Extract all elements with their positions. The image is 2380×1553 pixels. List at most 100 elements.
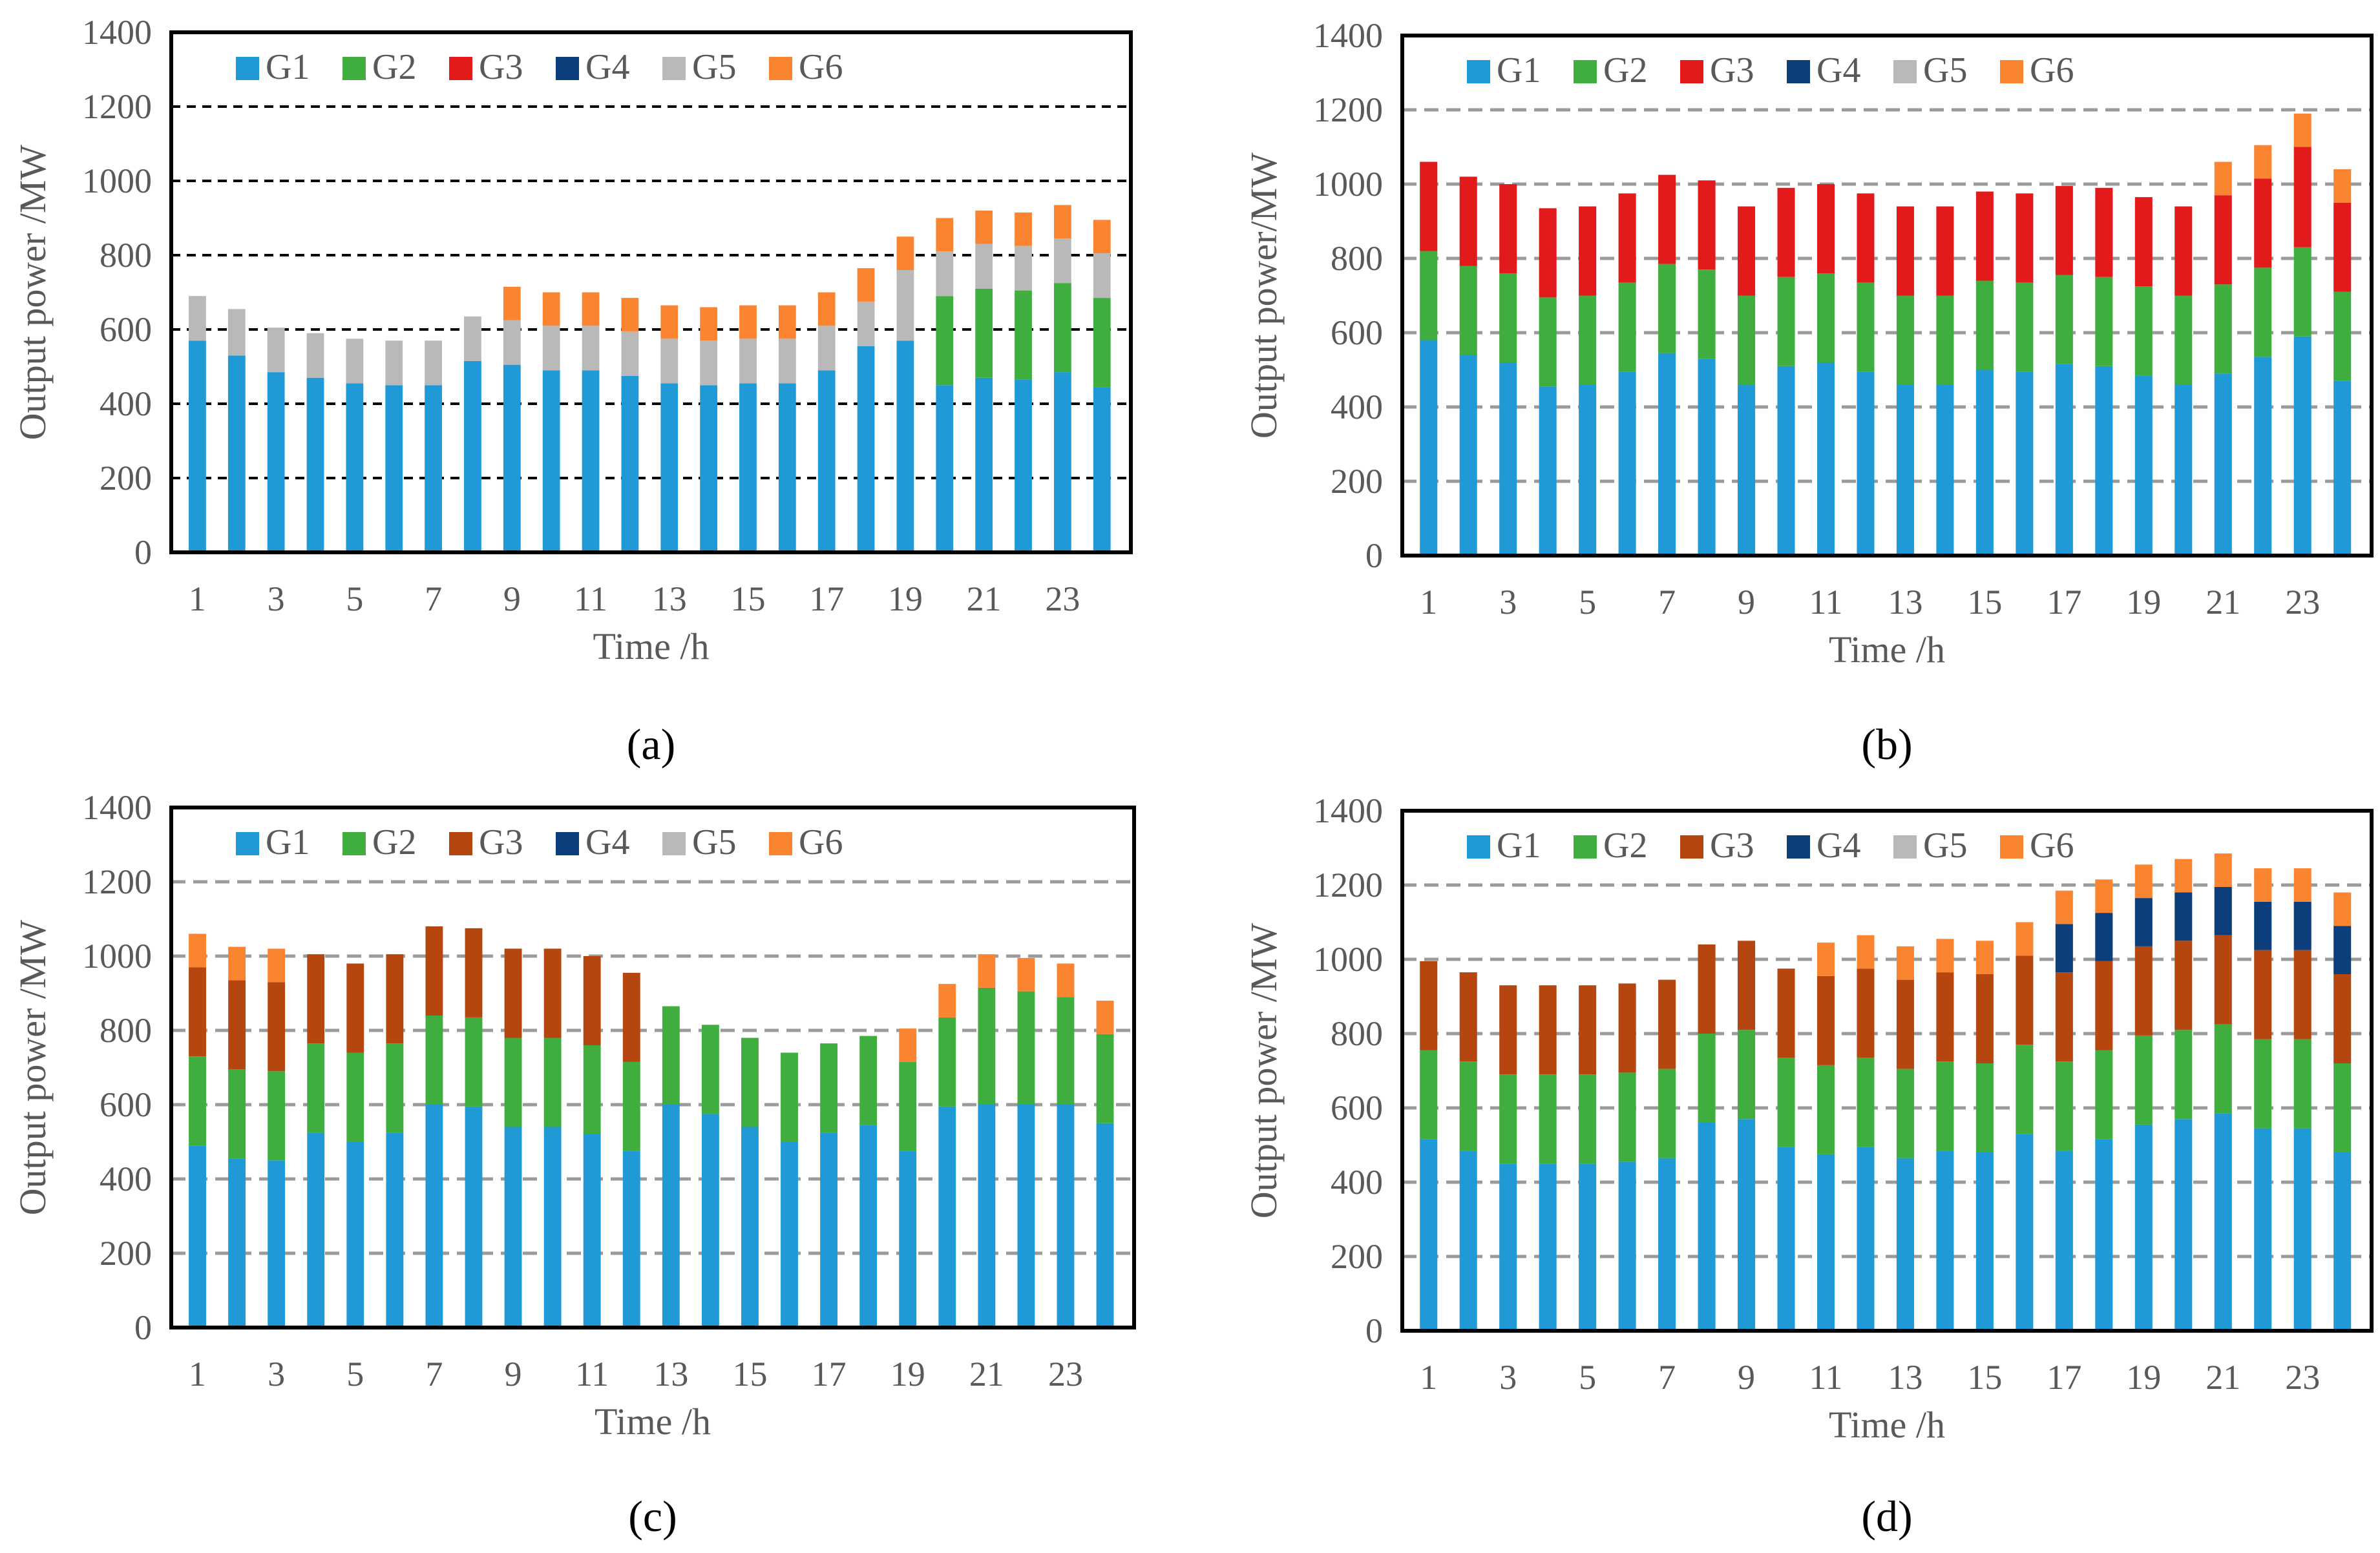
bar-G5-h11 xyxy=(582,326,600,371)
bar-G6-h12 xyxy=(1857,935,1875,969)
bar-G5-h18 xyxy=(857,301,875,346)
y-tick-label: 800 xyxy=(1331,239,1383,278)
bar-G2-h12 xyxy=(1857,1058,1875,1147)
x-tick-label: 15 xyxy=(1967,1358,2002,1397)
bar-G3-h21 xyxy=(2214,935,2232,1025)
bar-G6-h17 xyxy=(817,292,836,326)
bar-G1-h1 xyxy=(189,1145,206,1328)
legend-swatch-G1 xyxy=(236,832,259,855)
bar-G2-h15 xyxy=(741,1037,759,1127)
y-tick-label: 0 xyxy=(134,533,152,572)
bar-G1-h16 xyxy=(781,1141,798,1328)
bar-G3-h4 xyxy=(307,954,325,1044)
legend-swatch-G5 xyxy=(662,57,686,80)
x-tick-label: 9 xyxy=(1738,583,1755,621)
bar-G5-h6 xyxy=(385,340,403,386)
bar-G3-h19 xyxy=(2134,197,2153,287)
bar-G2-h19 xyxy=(899,1061,917,1151)
x-tick-label: 3 xyxy=(1499,583,1517,621)
bar-G2-h1 xyxy=(1420,1050,1438,1140)
bar-G4-h22 xyxy=(2254,901,2272,950)
bar-G1-h22 xyxy=(1015,379,1032,552)
x-tick-label: 11 xyxy=(575,1355,609,1393)
x-tick-label: 17 xyxy=(2047,1358,2081,1397)
bar-G1-h10 xyxy=(543,1127,562,1328)
bar-G1-h6 xyxy=(385,385,403,552)
bar-G1-h5 xyxy=(346,1141,364,1328)
bar-G1-h9 xyxy=(1738,384,1756,556)
x-axis-title: Time /h xyxy=(595,1401,711,1443)
bar-G1-h7 xyxy=(1658,1158,1676,1331)
bar-G4-h21 xyxy=(2214,886,2232,935)
bar-G3-h23 xyxy=(2293,147,2312,247)
bar-G3-h11 xyxy=(1817,975,1835,1065)
bar-G6-h1 xyxy=(189,933,206,968)
bar-G6-h16 xyxy=(2016,922,2034,956)
legend-label-G4: G4 xyxy=(585,822,629,862)
legend-swatch-G3 xyxy=(449,57,472,80)
legend: G1 G2 G3 G4 G5 G6 xyxy=(1467,826,2074,866)
bar-G5-h12 xyxy=(621,331,639,376)
x-tick-label: 13 xyxy=(1888,1358,1922,1397)
legend-label-G3: G3 xyxy=(479,47,523,87)
legend-label-G2: G2 xyxy=(1603,50,1647,90)
bar-G6-h21 xyxy=(978,954,996,988)
bar-G1-h19 xyxy=(896,340,914,552)
legend-swatch-G6 xyxy=(769,832,792,855)
y-tick-label: 1400 xyxy=(1313,791,1383,830)
bar-G3-h8 xyxy=(465,928,483,1017)
bar-G1-h22 xyxy=(2254,357,2272,556)
bar-G1-h15 xyxy=(739,383,757,552)
bar-G5-h24 xyxy=(1093,253,1111,298)
bar-G6-h11 xyxy=(1817,943,1835,976)
bar-G2-h22 xyxy=(1015,290,1032,380)
bar-G2-h9 xyxy=(1738,295,1756,385)
bar-G2-h21 xyxy=(978,987,996,1105)
x-tick-label: 7 xyxy=(1658,1358,1676,1397)
bar-G6-h11 xyxy=(582,292,600,326)
x-tick-label: 21 xyxy=(969,1355,1004,1393)
bar-G6-h22 xyxy=(2254,145,2272,179)
legend-swatch-G5 xyxy=(1893,60,1917,83)
bar-G1-h6 xyxy=(1618,371,1636,556)
bar-G2-h8 xyxy=(1698,1034,1716,1123)
x-tick-label: 23 xyxy=(2285,1358,2320,1397)
bar-G1-h21 xyxy=(2214,1113,2232,1331)
panel-caption: (d) xyxy=(1861,1492,1912,1541)
bar-G6-h15 xyxy=(739,305,757,339)
bar-G1-h9 xyxy=(503,364,521,552)
bar-G2-h24 xyxy=(1093,298,1111,388)
bar-G6-h13 xyxy=(660,305,679,339)
bar-G3-h3 xyxy=(1499,985,1517,1075)
bar-G1-h2 xyxy=(1459,355,1477,556)
legend-label-G5: G5 xyxy=(1923,50,1967,90)
bar-G2-h4 xyxy=(1539,1074,1557,1164)
y-tick-label: 400 xyxy=(1331,388,1383,426)
bar-G1-h23 xyxy=(1053,372,1071,552)
x-tick-label: 19 xyxy=(2126,1358,2161,1397)
panel-caption: (a) xyxy=(627,720,675,769)
y-tick-label: 800 xyxy=(100,236,152,275)
bar-G2-h23 xyxy=(2293,1039,2312,1129)
bar-G2-h2 xyxy=(1459,1061,1477,1151)
bar-G5-h16 xyxy=(778,339,796,384)
bar-G6-h23 xyxy=(2293,113,2312,147)
bar-G3-h10 xyxy=(543,948,562,1038)
bar-G6-h22 xyxy=(1015,212,1032,246)
bar-G1-h21 xyxy=(975,377,993,552)
bar-G1-h19 xyxy=(2134,1124,2153,1331)
bar-G6-h14 xyxy=(700,307,718,341)
bar-G3-h7 xyxy=(1658,174,1676,264)
legend-swatch-G3 xyxy=(1680,60,1703,83)
bar-G3-h1 xyxy=(1420,961,1438,1050)
bar-G2-h6 xyxy=(1618,1072,1636,1162)
bar-G1-h7 xyxy=(1658,353,1676,556)
bar-G2-h6 xyxy=(386,1043,404,1133)
bar-G1-h13 xyxy=(662,1105,680,1328)
y-tick-label: 1200 xyxy=(1313,90,1383,129)
panel-caption: (c) xyxy=(628,1492,677,1541)
bar-G1-h14 xyxy=(1936,1151,1954,1331)
bar-G2-h23 xyxy=(1053,283,1071,373)
